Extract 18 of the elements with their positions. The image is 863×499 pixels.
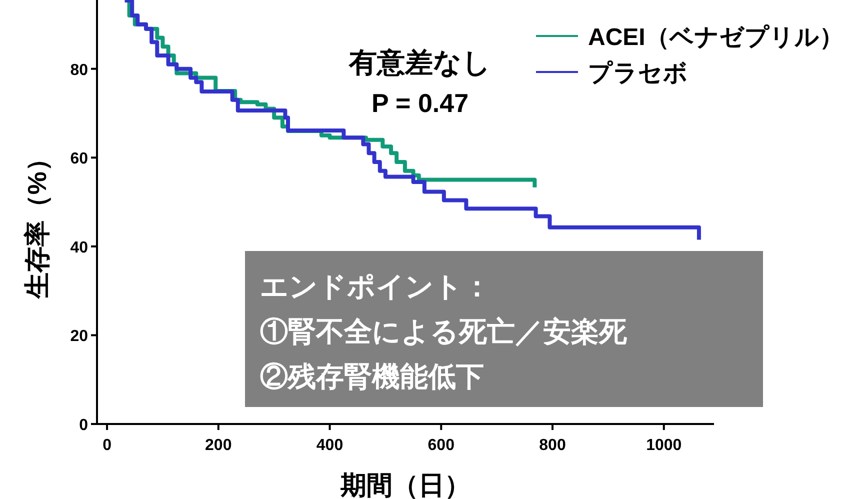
y-tick-label: 80 (70, 62, 88, 79)
y-tick-label: 20 (70, 328, 88, 346)
legend-label: ACEI（ベナゼプリル） (588, 24, 844, 51)
x-tick-label: 600 (428, 437, 455, 454)
y-axis-title: 生存率（%） (22, 145, 52, 300)
x-axis-title: 期間（日） (340, 470, 470, 499)
annotation: エンドポイント： ①腎不全による死亡／安楽死 ②残存腎機能低下 (260, 271, 628, 392)
annotation: P = 0.47 (371, 88, 469, 118)
x-tick-label: 200 (205, 437, 232, 454)
annotation: 有意差なし (348, 47, 491, 78)
x-tick-label: 800 (539, 437, 566, 454)
x-tick-label: 0 (102, 437, 112, 454)
x-tick-label: 1000 (646, 437, 682, 454)
legend-label: プラセボ (588, 60, 688, 87)
y-tick-label: 0 (79, 417, 88, 434)
y-tick-label: 40 (70, 239, 88, 256)
x-tick-label: 400 (316, 437, 344, 454)
y-tick-label: 60 (70, 150, 88, 168)
